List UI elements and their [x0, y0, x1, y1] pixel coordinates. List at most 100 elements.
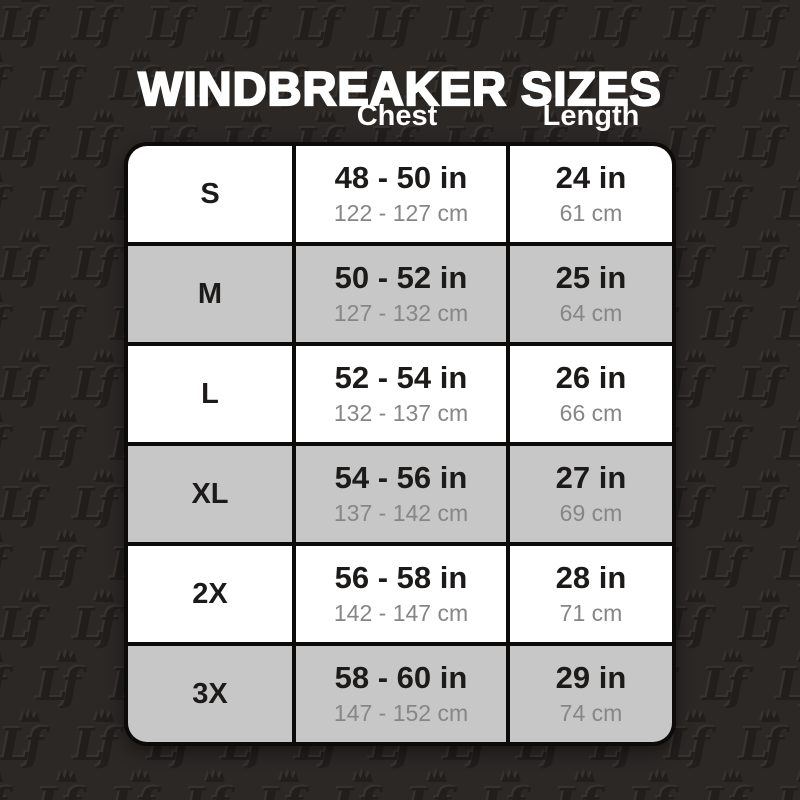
monogram-letters: Lf — [775, 780, 800, 800]
crown-icon — [0, 652, 3, 662]
crown-icon — [21, 470, 40, 482]
crown-icon — [724, 770, 743, 782]
monogram-letters: Lf — [368, 0, 421, 51]
crown-icon — [613, 110, 632, 122]
monogram-letters: Lf — [0, 298, 12, 349]
monogram-letters: Lf — [738, 720, 791, 771]
crown-icon — [428, 770, 447, 782]
monogram-letters: Lf — [738, 0, 791, 51]
chest-inches: 58 - 60 in — [334, 659, 468, 695]
column-header-length: Length — [542, 100, 640, 132]
monogram-letters: Lf — [72, 720, 125, 771]
size-cell: 2X — [128, 546, 292, 642]
crown-icon — [796, 50, 800, 60]
monogram-letters: Lf — [775, 420, 800, 471]
monogram-letters: Lf — [35, 300, 88, 351]
chest-inches: 54 - 56 in — [334, 459, 468, 495]
length-cell: 24 in 61 cm — [510, 146, 672, 242]
chest-inches: 52 - 54 in — [334, 359, 468, 395]
monogram-letters: Lf — [738, 360, 791, 411]
crown-icon — [650, 770, 669, 782]
monogram-letters: Lf — [0, 0, 51, 51]
crown-icon — [724, 410, 743, 422]
crown-icon — [539, 110, 558, 122]
monogram-letters: Lf — [0, 720, 51, 771]
crown-icon — [761, 470, 780, 482]
crown-icon — [132, 50, 151, 62]
chest-cell: 58 - 60 in 147 - 152 cm — [296, 646, 506, 742]
monogram-letters: Lf — [773, 58, 800, 109]
crown-icon — [95, 0, 114, 2]
crown-icon — [465, 0, 484, 2]
monogram-letters: Lf — [72, 600, 125, 651]
length-inches: 25 in — [555, 259, 627, 295]
crown-icon — [687, 350, 706, 362]
length-cell: 27 in 69 cm — [510, 446, 672, 542]
crown-icon — [650, 50, 669, 62]
length-cm: 74 cm — [559, 699, 623, 726]
crown-icon — [724, 50, 743, 62]
monogram-letters: Lf — [442, 0, 495, 51]
monogram-letters: Lf — [72, 360, 125, 411]
monogram-letters: Lf — [257, 780, 310, 800]
chest-cm: 142 - 147 cm — [333, 599, 469, 626]
crown-icon — [761, 230, 780, 242]
crown-icon — [576, 50, 595, 62]
page-title: WINDBREAKER SIZES — [137, 61, 662, 116]
length-inches: 24 in — [555, 159, 627, 195]
monogram-letters: Lf — [590, 0, 643, 51]
crown-icon — [317, 110, 336, 122]
crown-icon — [687, 590, 706, 602]
monogram-letters: Lf — [35, 660, 88, 711]
size-chart-table: S 48 - 50 in 122 - 127 cm 24 in 61 cm M … — [124, 142, 676, 746]
monogram-letters: Lf — [72, 480, 125, 531]
column-header-chest: Chest — [356, 100, 438, 132]
size-cell: 3X — [128, 646, 292, 742]
monogram-letters: Lf — [0, 660, 14, 711]
crown-icon — [0, 172, 3, 182]
monogram-letters: Lf — [294, 0, 347, 51]
size-label: L — [201, 377, 219, 410]
monogram-letters: Lf — [479, 780, 532, 800]
crown-icon — [280, 50, 299, 62]
length-cell: 28 in 71 cm — [510, 546, 672, 642]
size-label: XL — [191, 477, 229, 510]
monogram-letters: Lf — [146, 0, 199, 51]
crown-icon — [95, 230, 114, 242]
crown-icon — [317, 0, 336, 2]
crown-icon — [0, 772, 3, 782]
crown-icon — [58, 650, 77, 662]
crown-icon — [687, 710, 706, 722]
length-cm: 64 cm — [559, 299, 623, 326]
monogram-letters: Lf — [553, 780, 606, 800]
chest-cell: 50 - 52 in 127 - 132 cm — [296, 246, 506, 342]
monogram-letters: Lf — [738, 600, 791, 651]
crown-icon — [687, 230, 706, 242]
length-cm: 61 cm — [559, 199, 623, 226]
crown-icon — [761, 350, 780, 362]
monogram-letters: Lf — [664, 0, 717, 51]
monogram-letters: Lf — [0, 780, 14, 800]
chest-cm: 127 - 132 cm — [333, 299, 469, 326]
monogram-letters: Lf — [773, 418, 800, 469]
crown-icon — [539, 0, 558, 2]
monogram-letters: Lf — [775, 300, 800, 351]
crown-icon — [58, 50, 77, 62]
monogram-letters: Lf — [35, 540, 88, 591]
monogram-letters: Lf — [0, 300, 14, 351]
monogram-letters: Lf — [0, 658, 12, 709]
